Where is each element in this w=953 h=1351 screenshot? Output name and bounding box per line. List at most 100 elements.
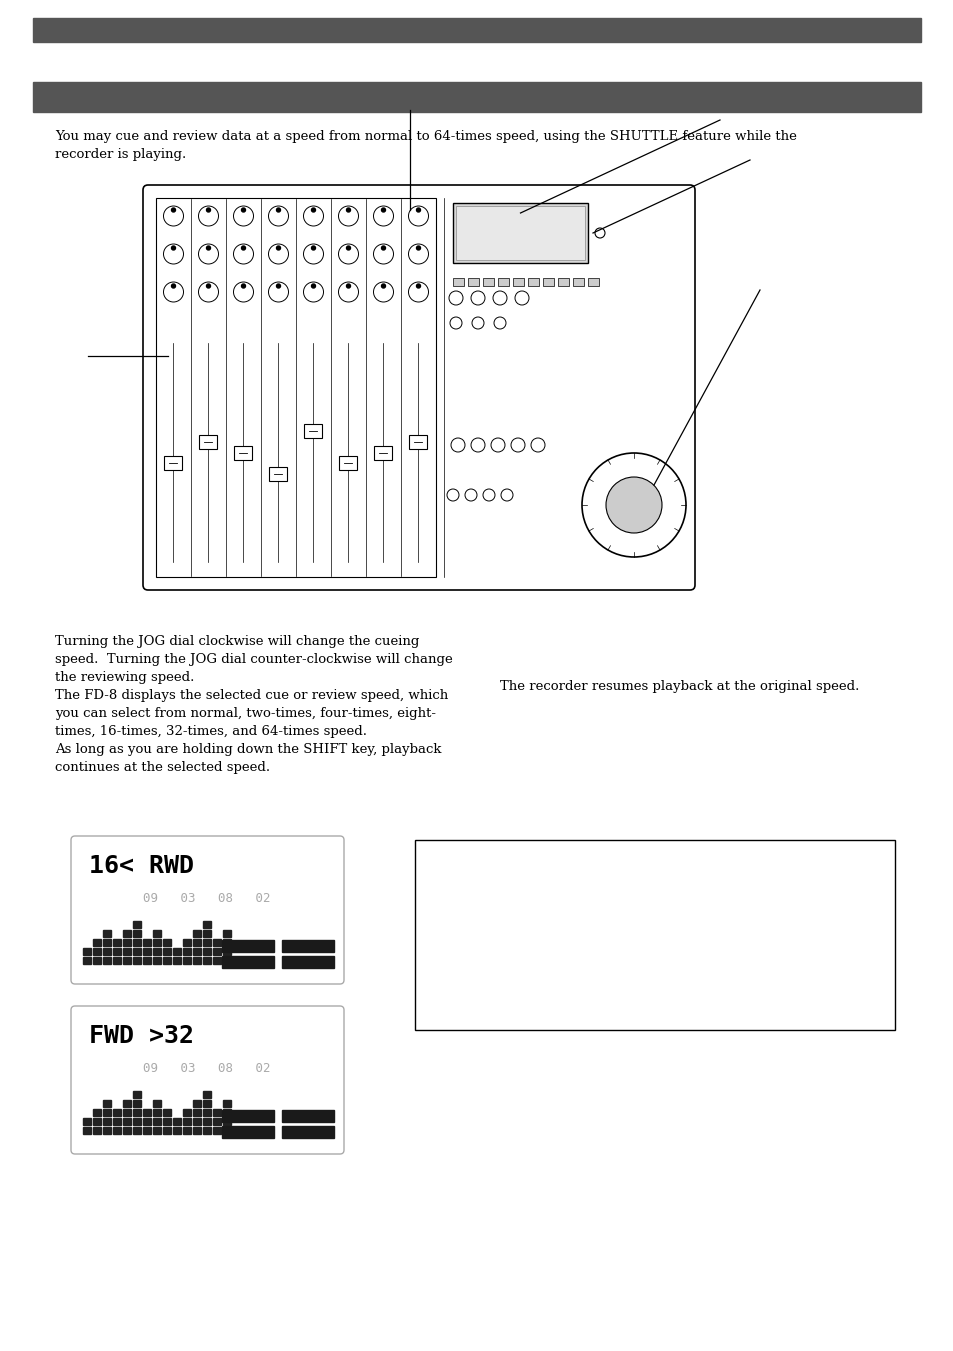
- Bar: [223, 1109, 231, 1116]
- Bar: [123, 1119, 131, 1125]
- Bar: [83, 957, 91, 965]
- Bar: [123, 929, 131, 938]
- Bar: [222, 1125, 274, 1138]
- Bar: [172, 1127, 181, 1133]
- Bar: [203, 1127, 211, 1133]
- Bar: [143, 1119, 151, 1125]
- Bar: [163, 1127, 171, 1133]
- Bar: [183, 1119, 191, 1125]
- Bar: [112, 957, 121, 965]
- Text: 16< RWD: 16< RWD: [89, 854, 193, 878]
- Bar: [83, 1119, 91, 1125]
- Bar: [132, 921, 141, 928]
- Bar: [132, 1109, 141, 1116]
- Bar: [92, 1127, 101, 1133]
- Bar: [123, 1100, 131, 1106]
- Circle shape: [312, 208, 315, 212]
- Text: The recorder resumes playback at the original speed.: The recorder resumes playback at the ori…: [499, 680, 859, 693]
- Bar: [132, 948, 141, 955]
- Bar: [193, 929, 201, 938]
- Circle shape: [276, 208, 280, 212]
- Bar: [482, 278, 494, 286]
- Bar: [453, 278, 463, 286]
- Bar: [164, 457, 182, 470]
- Bar: [123, 1109, 131, 1116]
- Bar: [213, 1109, 221, 1116]
- Bar: [213, 948, 221, 955]
- Bar: [183, 957, 191, 965]
- Bar: [213, 957, 221, 965]
- Circle shape: [346, 284, 350, 288]
- Bar: [513, 278, 523, 286]
- Bar: [152, 929, 161, 938]
- Bar: [193, 948, 201, 955]
- Bar: [156, 199, 436, 577]
- Bar: [282, 1111, 334, 1121]
- Bar: [497, 278, 509, 286]
- Circle shape: [276, 246, 280, 250]
- Bar: [203, 1100, 211, 1106]
- Bar: [223, 1119, 231, 1125]
- Bar: [542, 278, 554, 286]
- Circle shape: [346, 208, 350, 212]
- Circle shape: [381, 284, 385, 288]
- Bar: [163, 939, 171, 946]
- Bar: [203, 939, 211, 946]
- Bar: [92, 1109, 101, 1116]
- Circle shape: [416, 208, 420, 212]
- Bar: [132, 929, 141, 938]
- Bar: [222, 940, 274, 952]
- Bar: [193, 957, 201, 965]
- Bar: [203, 929, 211, 938]
- Bar: [453, 203, 587, 263]
- FancyBboxPatch shape: [71, 836, 344, 984]
- Bar: [203, 948, 211, 955]
- Text: 09   03   08   02: 09 03 08 02: [143, 1062, 271, 1075]
- Bar: [112, 1119, 121, 1125]
- Bar: [269, 467, 287, 481]
- Bar: [103, 1119, 111, 1125]
- Bar: [203, 1092, 211, 1098]
- Bar: [112, 939, 121, 946]
- Bar: [172, 1119, 181, 1125]
- Bar: [203, 921, 211, 928]
- Bar: [163, 1119, 171, 1125]
- Bar: [213, 1127, 221, 1133]
- Bar: [83, 1127, 91, 1133]
- Bar: [183, 948, 191, 955]
- Bar: [223, 939, 231, 946]
- Bar: [123, 939, 131, 946]
- Bar: [223, 1127, 231, 1133]
- Circle shape: [416, 284, 420, 288]
- Bar: [152, 1119, 161, 1125]
- Bar: [92, 1119, 101, 1125]
- Circle shape: [241, 208, 245, 212]
- Bar: [103, 929, 111, 938]
- Bar: [183, 1109, 191, 1116]
- Circle shape: [381, 208, 385, 212]
- Bar: [163, 948, 171, 955]
- Bar: [183, 939, 191, 946]
- Circle shape: [206, 208, 211, 212]
- Bar: [132, 1119, 141, 1125]
- Bar: [234, 446, 253, 459]
- Bar: [103, 939, 111, 946]
- Bar: [152, 957, 161, 965]
- Bar: [193, 1119, 201, 1125]
- Bar: [152, 1109, 161, 1116]
- Bar: [203, 1109, 211, 1116]
- Bar: [33, 18, 920, 42]
- Bar: [193, 1127, 201, 1133]
- Circle shape: [172, 284, 175, 288]
- Circle shape: [206, 284, 211, 288]
- Circle shape: [206, 246, 211, 250]
- Bar: [282, 940, 334, 952]
- Bar: [558, 278, 568, 286]
- Bar: [92, 948, 101, 955]
- Bar: [103, 1109, 111, 1116]
- Bar: [223, 1100, 231, 1106]
- Bar: [103, 1127, 111, 1133]
- Bar: [83, 948, 91, 955]
- Bar: [172, 957, 181, 965]
- Bar: [132, 957, 141, 965]
